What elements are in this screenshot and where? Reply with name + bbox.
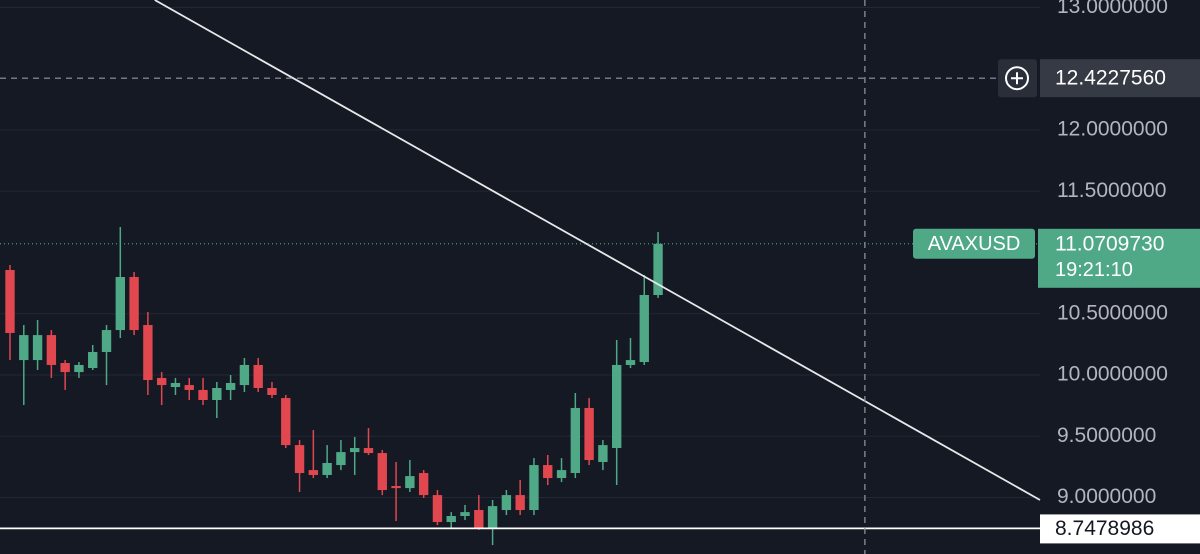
price-axis: 13.0000000 12.0000000 11.5000000 10.5000000… (913, 0, 1200, 544)
candle-body (308, 470, 319, 475)
candle-body (294, 445, 305, 474)
candle-body (239, 364, 250, 386)
candle-body (487, 506, 498, 529)
trendline (154, 0, 1041, 501)
candle-body (350, 448, 360, 453)
candle-body (253, 364, 263, 388)
y-tick-label: 13.0000000 (1057, 0, 1168, 18)
candle-body (405, 476, 415, 489)
candle-body (19, 335, 29, 361)
candle-body (363, 448, 374, 454)
add-button-icon (1005, 66, 1029, 91)
candle-body (101, 330, 112, 352)
candle-body (515, 495, 525, 511)
y-tick-label: 11.5000000 (1057, 179, 1166, 202)
candle-body (598, 445, 608, 462)
candle-body (129, 277, 139, 331)
candle-body (198, 389, 208, 401)
candle-body (625, 360, 636, 365)
candle-body (584, 407, 594, 461)
support-label: 8.7478986 (1055, 517, 1154, 540)
candle-body (474, 510, 484, 529)
candle-body (281, 398, 291, 446)
symbol-box (913, 228, 1035, 259)
candle-body (225, 382, 236, 390)
candle-body (653, 243, 663, 296)
candle-body (170, 382, 181, 388)
candle-body (501, 495, 512, 511)
candle-body (60, 363, 70, 373)
candle-body (639, 295, 649, 363)
last-price-box (1038, 228, 1200, 288)
support-label-box (1040, 514, 1200, 544)
countdown-label: 19:21:10 (1055, 259, 1133, 281)
last-price-label: 11.0709730 (1055, 232, 1164, 255)
candle-body (5, 270, 15, 333)
symbol-label: AVAXUSD (928, 233, 1021, 255)
candle-body (377, 453, 387, 491)
candle-body (529, 465, 539, 511)
candle-body (446, 516, 456, 523)
candle-body (267, 387, 277, 395)
add-button-plus (1011, 72, 1023, 85)
candle-body (570, 407, 581, 474)
candle-body (46, 335, 57, 365)
candle-body (460, 512, 470, 517)
candle-body (322, 462, 332, 475)
y-tick-label: 9.0000000 (1057, 485, 1156, 508)
candle-body (74, 364, 84, 373)
candle-body (556, 470, 567, 479)
candle-body (391, 486, 401, 489)
candle-body (143, 325, 153, 381)
crosshair-label-box (1040, 59, 1200, 98)
candle-body (336, 452, 346, 466)
candle-body (88, 351, 98, 369)
y-tick-label: 9.5000000 (1057, 424, 1156, 447)
candle-body (184, 385, 194, 390)
candle-body (612, 364, 622, 449)
candle-body (432, 495, 443, 523)
candle-body (156, 377, 167, 386)
y-tick-label: 10.5000000 (1057, 301, 1168, 324)
grid (0, 6, 1040, 499)
y-tick-label: 10.0000000 (1057, 363, 1168, 386)
candle-body (543, 465, 553, 479)
candle-body (115, 277, 125, 331)
candle-body (212, 387, 222, 401)
crosshair-label: 12.4227560 (1055, 67, 1166, 90)
candle-body (32, 335, 43, 361)
y-tick-label: 12.0000000 (1057, 118, 1168, 141)
candle-body (418, 473, 429, 496)
